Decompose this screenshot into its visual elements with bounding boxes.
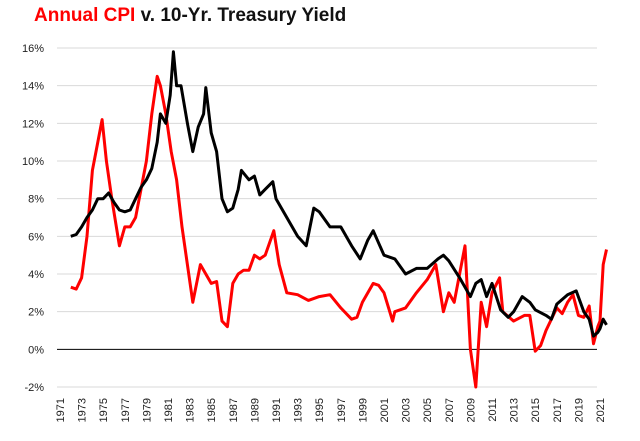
x-tick-label: 1989 [249, 398, 261, 422]
x-tick-label: 2021 [595, 398, 607, 422]
x-tick-label: 2001 [379, 398, 391, 422]
x-tick-label: 1999 [357, 398, 369, 422]
x-tick-label: 2011 [487, 398, 499, 422]
title-yield: v. 10-Yr. Treasury Yield [140, 5, 347, 26]
x-tick-label: 1981 [163, 398, 175, 422]
y-tick-label: 10% [22, 156, 44, 168]
y-tick-label: 6% [28, 231, 44, 243]
y-tick-label: 16% [22, 43, 44, 55]
x-tick-label: 1995 [314, 398, 326, 422]
title-cpi: Annual CPI [34, 5, 136, 26]
x-tick-label: 1971 [55, 398, 67, 422]
x-tick-label: 1993 [293, 398, 305, 422]
y-tick-label: 0% [28, 344, 44, 356]
x-tick-label: 2005 [422, 398, 434, 422]
x-tick-label: 1975 [98, 398, 110, 422]
x-tick-label: 2007 [444, 398, 456, 422]
x-tick-label: 2013 [509, 398, 521, 422]
x-tick-label: 1983 [185, 398, 197, 422]
x-tick-label: 1991 [271, 398, 283, 422]
x-tick-label: 2017 [552, 398, 564, 422]
y-tick-label: 14% [22, 81, 44, 93]
x-tick-label: 2015 [530, 398, 542, 422]
x-tick-label: 2009 [465, 398, 477, 422]
y-tick-label: 12% [22, 118, 44, 130]
x-tick-label: 1987 [228, 398, 240, 422]
x-tick-label: 1977 [120, 398, 132, 422]
x-tick-label: 2019 [573, 398, 585, 422]
cpi-line [70, 74, 608, 389]
y-tick-label: 4% [28, 269, 44, 281]
yield-line [70, 50, 608, 338]
y-tick-label: -2% [24, 382, 44, 394]
y-tick-label: 8% [28, 194, 44, 206]
chart-title: Annual CPI v. 10-Yr. Treasury Yield [34, 5, 346, 27]
x-tick-label: 2003 [401, 398, 413, 422]
x-tick-label: 1985 [206, 398, 218, 422]
y-tick-label: 2% [28, 307, 44, 319]
x-tick-label: 1973 [77, 398, 89, 422]
x-tick-label: 1997 [336, 398, 348, 422]
x-tick-label: 1979 [141, 398, 153, 422]
